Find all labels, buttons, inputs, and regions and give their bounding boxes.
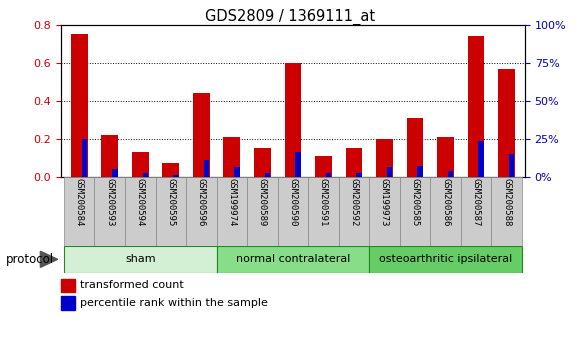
Bar xyxy=(437,137,454,177)
Bar xyxy=(400,177,430,246)
Text: GSM200596: GSM200596 xyxy=(197,178,206,227)
Bar xyxy=(155,177,186,246)
Bar xyxy=(491,177,522,246)
Bar xyxy=(95,177,125,246)
Text: GSM200586: GSM200586 xyxy=(441,178,450,227)
Text: percentile rank within the sample: percentile rank within the sample xyxy=(80,298,268,308)
Bar xyxy=(369,177,400,246)
Text: GSM199973: GSM199973 xyxy=(380,178,389,227)
Bar xyxy=(369,246,522,273)
Bar xyxy=(430,177,461,246)
Bar xyxy=(308,177,339,246)
Bar xyxy=(346,148,362,177)
Bar xyxy=(356,173,362,177)
Text: GSM199974: GSM199974 xyxy=(227,178,236,227)
Bar xyxy=(247,177,278,246)
Text: GSM200593: GSM200593 xyxy=(105,178,114,227)
Text: GSM200588: GSM200588 xyxy=(502,178,511,227)
Bar xyxy=(186,177,216,246)
Text: GSM200589: GSM200589 xyxy=(258,178,267,227)
Bar xyxy=(387,167,392,177)
Bar xyxy=(278,177,308,246)
Text: transformed count: transformed count xyxy=(80,280,184,290)
Text: GSM200594: GSM200594 xyxy=(136,178,145,227)
Bar xyxy=(64,246,216,273)
Bar xyxy=(264,173,270,177)
Bar xyxy=(216,246,369,273)
Bar xyxy=(326,173,331,177)
Bar xyxy=(125,177,155,246)
Bar xyxy=(376,139,393,177)
Bar xyxy=(132,152,148,177)
Bar xyxy=(339,177,369,246)
Bar xyxy=(64,177,95,246)
Bar xyxy=(112,170,118,177)
Bar xyxy=(173,175,179,177)
Polygon shape xyxy=(41,251,57,267)
Bar xyxy=(61,279,75,292)
Bar xyxy=(417,166,423,177)
Bar xyxy=(216,177,247,246)
Text: GSM200587: GSM200587 xyxy=(472,178,481,227)
Bar xyxy=(61,296,75,310)
Text: GSM200592: GSM200592 xyxy=(350,178,358,227)
Text: sham: sham xyxy=(125,254,155,264)
Text: normal contralateral: normal contralateral xyxy=(235,254,350,264)
Bar xyxy=(71,34,88,177)
Text: osteoarthritic ipsilateral: osteoarthritic ipsilateral xyxy=(379,254,512,264)
Text: GSM200584: GSM200584 xyxy=(75,178,84,227)
Bar xyxy=(234,167,240,177)
Bar xyxy=(467,36,484,177)
Bar xyxy=(315,156,332,177)
Bar xyxy=(143,173,148,177)
Bar xyxy=(162,163,179,177)
Bar xyxy=(193,93,210,177)
Bar xyxy=(295,152,300,177)
Text: GSM200595: GSM200595 xyxy=(166,178,175,227)
Text: protocol: protocol xyxy=(6,253,54,266)
Bar xyxy=(407,118,423,177)
Bar xyxy=(478,141,484,177)
Text: GDS2809 / 1369111_at: GDS2809 / 1369111_at xyxy=(205,9,375,25)
Bar xyxy=(448,171,454,177)
Text: GSM200590: GSM200590 xyxy=(288,178,298,227)
Bar xyxy=(498,69,515,177)
Bar xyxy=(461,177,491,246)
Bar xyxy=(204,160,209,177)
Bar xyxy=(82,139,87,177)
Text: GSM200585: GSM200585 xyxy=(411,178,419,227)
Bar xyxy=(509,154,514,177)
Bar xyxy=(102,135,118,177)
Bar xyxy=(254,148,271,177)
Bar xyxy=(285,63,301,177)
Bar xyxy=(223,137,240,177)
Text: GSM200591: GSM200591 xyxy=(319,178,328,227)
